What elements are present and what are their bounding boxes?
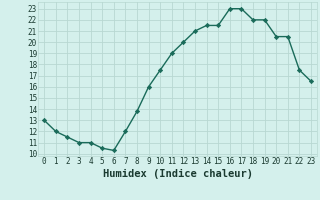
X-axis label: Humidex (Indice chaleur): Humidex (Indice chaleur)	[103, 169, 252, 179]
